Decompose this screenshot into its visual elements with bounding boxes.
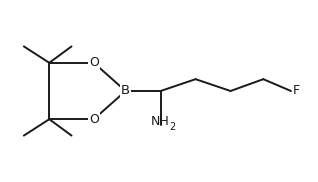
Text: 2: 2 xyxy=(169,122,176,132)
Text: B: B xyxy=(121,84,130,98)
Text: O: O xyxy=(89,113,99,126)
Text: O: O xyxy=(89,56,99,69)
Text: F: F xyxy=(293,84,300,98)
Text: NH: NH xyxy=(151,115,170,128)
